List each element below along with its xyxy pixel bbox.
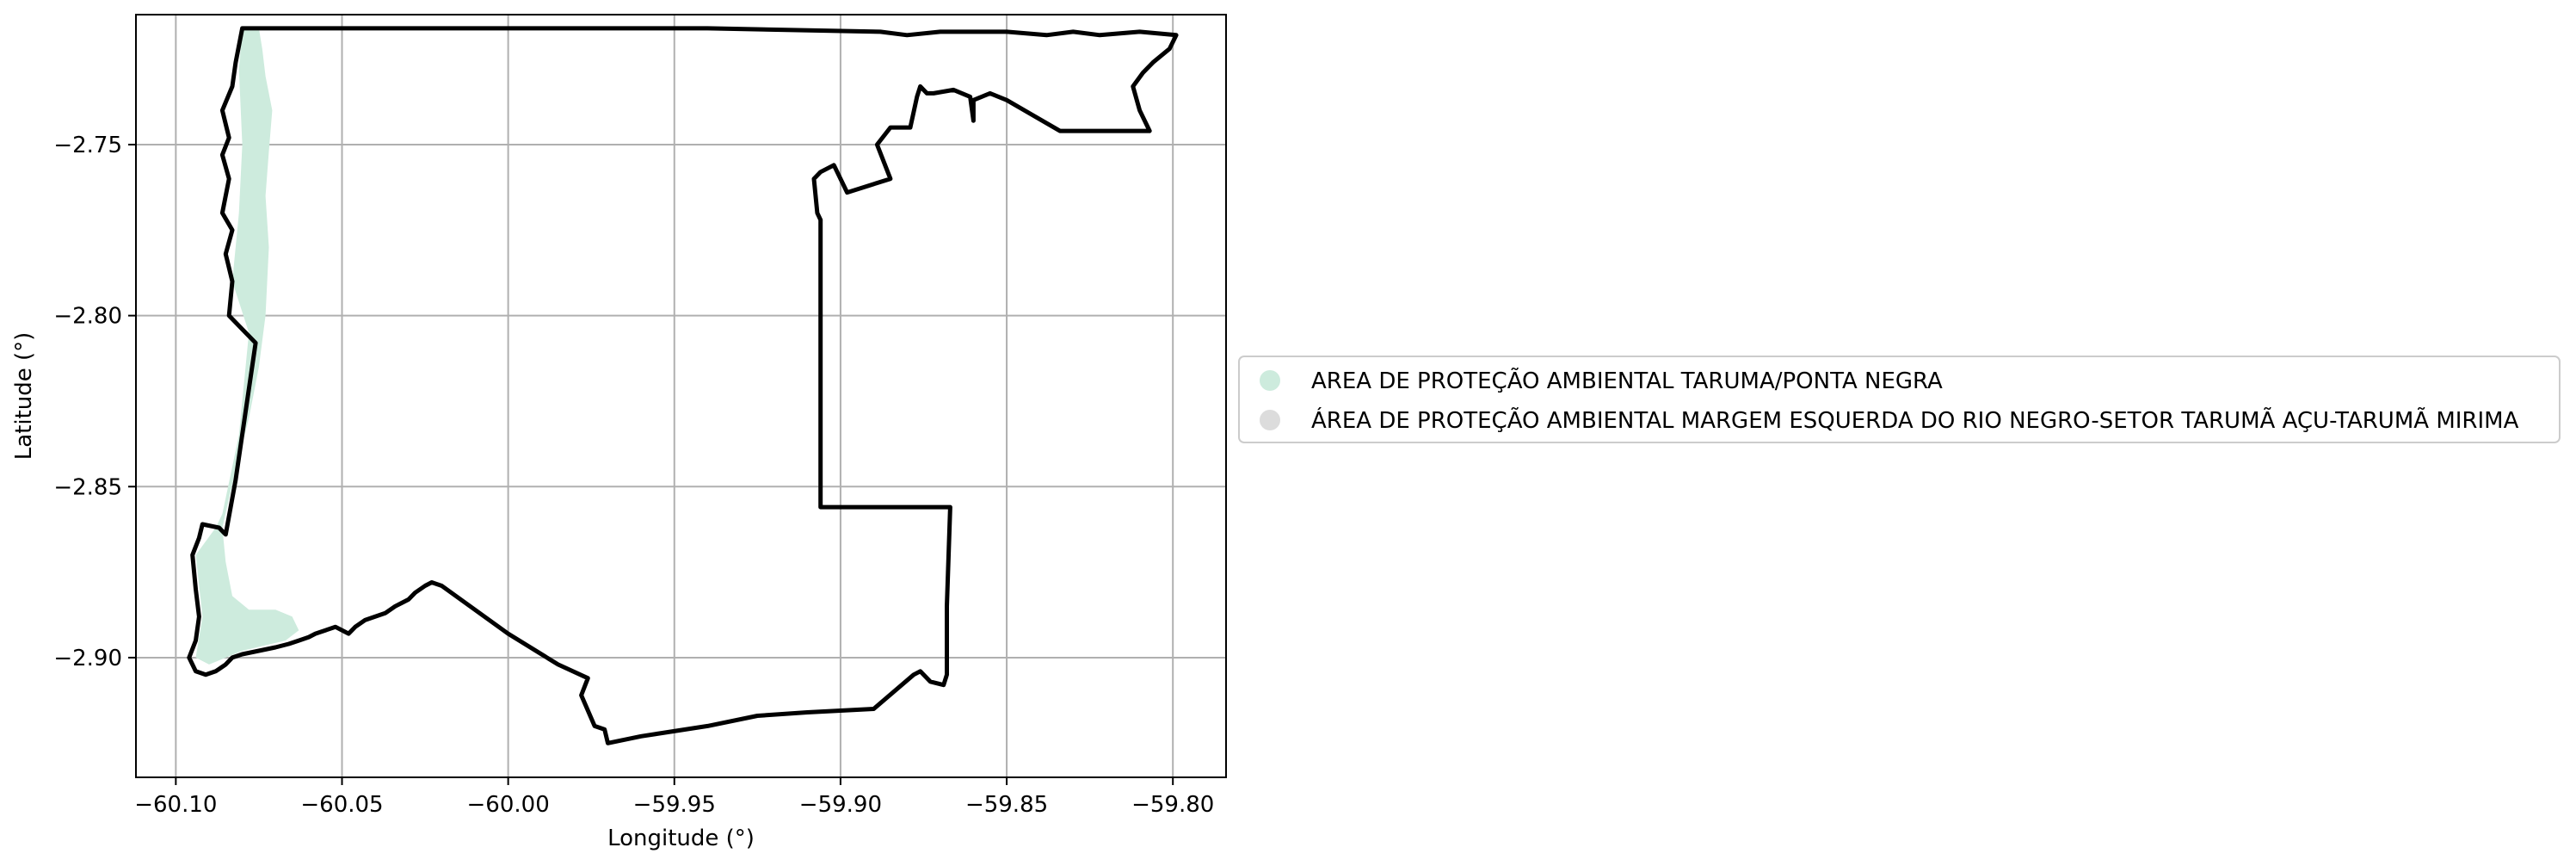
y-tick-label: −2.80 xyxy=(53,304,122,330)
apa-taruma-ponta-negra-area xyxy=(195,28,299,665)
x-tick-label: −59.90 xyxy=(799,792,882,818)
y-tick-label: −2.85 xyxy=(53,474,122,500)
legend-swatch-taruma-ponta-negra xyxy=(1260,370,1280,391)
x-axis-label: Longitude (°) xyxy=(607,826,755,851)
grid-lines xyxy=(136,15,1226,777)
legend-label-taruma-ponta-negra: AREA DE PROTEÇÃO AMBIENTAL TARUMA/PONTA … xyxy=(1311,367,1943,394)
x-tick-label: −59.95 xyxy=(633,792,716,818)
y-tick-label: −2.75 xyxy=(53,133,122,158)
x-tick-label: −60.05 xyxy=(300,792,383,818)
axis-ticks: −60.10 −60.05 −60.00 −59.95 −59.90 −59.85 −59.… xyxy=(53,133,1214,818)
x-tick-label: −59.80 xyxy=(1131,792,1214,818)
legend-label-margem-esquerda: ÁREA DE PROTEÇÃO AMBIENTAL MARGEM ESQUER… xyxy=(1311,406,2519,434)
legend: AREA DE PROTEÇÃO AMBIENTAL TARUMA/PONTA … xyxy=(1238,356,2561,443)
x-tick-label: −60.10 xyxy=(134,792,217,818)
plot-frame xyxy=(135,14,1227,778)
legend-box xyxy=(1238,356,2561,443)
y-tick-label: −2.90 xyxy=(53,646,122,671)
apa-margem-esquerda-outline xyxy=(187,26,1179,745)
x-tick-label: −59.85 xyxy=(965,792,1048,818)
legend-swatch-margem-esquerda xyxy=(1260,410,1280,430)
y-axis-label: Latitude (°) xyxy=(11,332,37,461)
x-tick-label: −60.00 xyxy=(467,792,550,818)
map-features xyxy=(187,26,1179,745)
